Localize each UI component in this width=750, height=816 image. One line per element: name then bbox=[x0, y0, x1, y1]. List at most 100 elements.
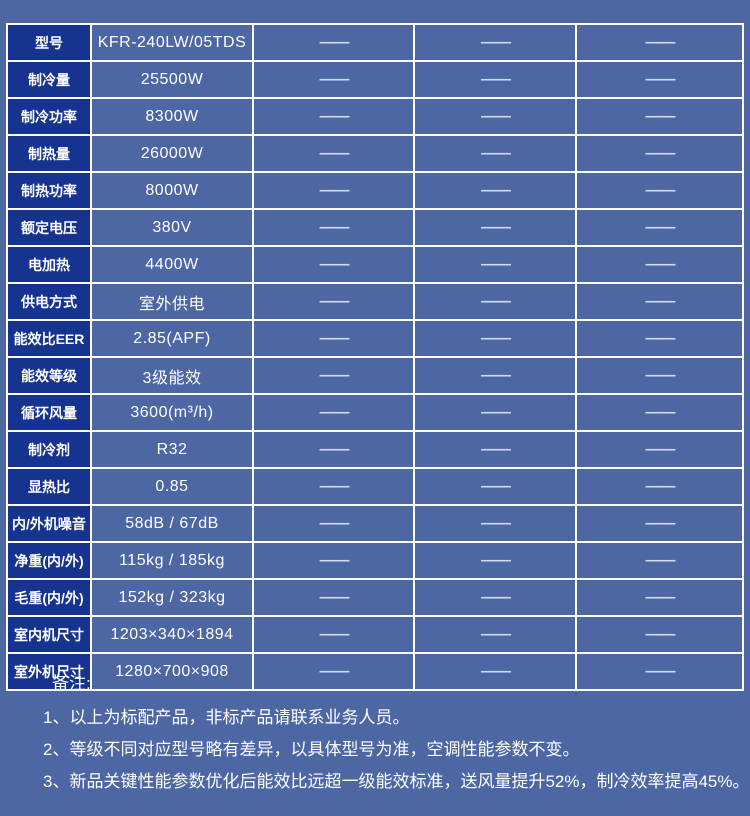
dash-placeholder: —— bbox=[645, 514, 676, 532]
spec-label: 制冷剂 bbox=[6, 430, 92, 469]
empty-spec-cell: —— bbox=[575, 171, 744, 210]
dash-placeholder: —— bbox=[319, 366, 350, 384]
dash-placeholder: —— bbox=[645, 144, 676, 162]
empty-spec-cell: —— bbox=[413, 134, 577, 173]
empty-spec-cell: —— bbox=[413, 97, 577, 136]
empty-spec-cell: —— bbox=[413, 504, 577, 543]
spec-table-body: 型号 KFR-240LW/05TDS —— —— —— 制冷量 25500W —— —— —— 制冷… bbox=[6, 23, 744, 691]
dash-placeholder: —— bbox=[645, 255, 676, 273]
table-row: 能效等级 3级能效 —— —— —— bbox=[6, 356, 744, 395]
spec-value: 2.85(APF) bbox=[90, 319, 254, 358]
spec-label: 内/外机噪音 bbox=[6, 504, 92, 543]
table-row: 供电方式 室外供电 —— —— —— bbox=[6, 282, 744, 321]
dash-placeholder: —— bbox=[481, 514, 511, 532]
dash-placeholder: —— bbox=[645, 218, 676, 236]
dash-placeholder: —— bbox=[481, 292, 511, 310]
dash-placeholder: —— bbox=[481, 255, 511, 273]
dash-placeholder: —— bbox=[645, 403, 676, 421]
dash-placeholder: —— bbox=[319, 255, 350, 273]
spec-label: 显热比 bbox=[6, 467, 92, 506]
dash-placeholder: —— bbox=[481, 625, 511, 643]
spec-value: 室外供电 bbox=[90, 282, 254, 321]
dash-placeholder: —— bbox=[481, 403, 511, 421]
dash-placeholder: —— bbox=[645, 366, 676, 384]
dash-placeholder: —— bbox=[319, 218, 350, 236]
spec-label: 能效等级 bbox=[6, 356, 92, 395]
spec-value: 115kg / 185kg bbox=[90, 541, 254, 580]
dash-placeholder: —— bbox=[645, 70, 676, 88]
table-row: 显热比 0.85 —— —— —— bbox=[6, 467, 744, 506]
empty-spec-cell: —— bbox=[413, 541, 577, 580]
spec-value: 0.85 bbox=[90, 467, 254, 506]
empty-spec-cell: —— bbox=[252, 393, 415, 432]
empty-spec-cell: —— bbox=[413, 319, 577, 358]
notes-title: 备注: bbox=[52, 674, 91, 693]
dash-placeholder: —— bbox=[481, 70, 511, 88]
dash-placeholder: —— bbox=[319, 403, 350, 421]
empty-spec-cell: —— bbox=[575, 356, 744, 395]
dash-placeholder: —— bbox=[319, 33, 350, 51]
empty-spec-cell: —— bbox=[413, 356, 577, 395]
empty-spec-cell: —— bbox=[252, 282, 415, 321]
table-row: 电加热 4400W —— —— —— bbox=[6, 245, 744, 284]
dash-placeholder: —— bbox=[319, 292, 350, 310]
dash-placeholder: —— bbox=[481, 477, 511, 495]
spec-label: 制热量 bbox=[6, 134, 92, 173]
spec-value: 1203×340×1894 bbox=[90, 615, 254, 654]
empty-spec-cell: —— bbox=[252, 319, 415, 358]
spec-table: 型号 KFR-240LW/05TDS —— —— —— 制冷量 25500W —— —— —— 制冷… bbox=[6, 23, 744, 691]
dash-placeholder: —— bbox=[481, 588, 511, 606]
empty-spec-cell: —— bbox=[252, 245, 415, 284]
empty-spec-cell: —— bbox=[252, 356, 415, 395]
dash-placeholder: —— bbox=[319, 70, 350, 88]
empty-spec-cell: —— bbox=[575, 97, 744, 136]
note-item: 3、新品关键性能参数优化后能效比远超一级能效标准，送风量提升52%，制冷效率提高… bbox=[43, 772, 750, 791]
empty-spec-cell: —— bbox=[413, 60, 577, 99]
table-row: 制热功率 8000W —— —— —— bbox=[6, 171, 744, 210]
table-row: 制冷功率 8300W —— —— —— bbox=[6, 97, 744, 136]
spec-value: 58dB / 67dB bbox=[90, 504, 254, 543]
dash-placeholder: —— bbox=[481, 366, 511, 384]
dash-placeholder: —— bbox=[645, 329, 676, 347]
empty-spec-cell: —— bbox=[252, 430, 415, 469]
table-row: 制冷量 25500W —— —— —— bbox=[6, 60, 744, 99]
empty-spec-cell: —— bbox=[575, 245, 744, 284]
empty-spec-cell: —— bbox=[252, 208, 415, 247]
dash-placeholder: —— bbox=[481, 107, 511, 125]
table-row: 室内机尺寸 1203×340×1894 —— —— —— bbox=[6, 615, 744, 654]
empty-spec-cell: —— bbox=[413, 578, 577, 617]
spec-label: 额定电压 bbox=[6, 208, 92, 247]
dash-placeholder: —— bbox=[645, 440, 676, 458]
note-item: 2、等级不同对应型号略有差异，以具体型号为准，空调性能参数不变。 bbox=[43, 740, 580, 759]
dash-placeholder: —— bbox=[645, 551, 676, 569]
empty-spec-cell: —— bbox=[252, 171, 415, 210]
empty-spec-cell: —— bbox=[575, 467, 744, 506]
empty-spec-cell: —— bbox=[575, 615, 744, 654]
spec-label: 毛重(内/外) bbox=[6, 578, 92, 617]
spec-label: 室内机尺寸 bbox=[6, 615, 92, 654]
empty-spec-cell: —— bbox=[413, 430, 577, 469]
empty-spec-cell: —— bbox=[413, 393, 577, 432]
empty-spec-cell: —— bbox=[575, 319, 744, 358]
spec-label: 供电方式 bbox=[6, 282, 92, 321]
dash-placeholder: —— bbox=[319, 181, 350, 199]
dash-placeholder: —— bbox=[319, 144, 350, 162]
spec-label: 制冷量 bbox=[6, 60, 92, 99]
empty-spec-cell: —— bbox=[575, 652, 744, 691]
table-row: 室外机尺寸 1280×700×908 —— —— —— bbox=[6, 652, 744, 691]
dash-placeholder: —— bbox=[481, 33, 511, 51]
spec-label: 制冷功率 bbox=[6, 97, 92, 136]
dash-placeholder: —— bbox=[319, 329, 350, 347]
empty-spec-cell: —— bbox=[575, 23, 744, 62]
dash-placeholder: —— bbox=[319, 588, 350, 606]
empty-spec-cell: —— bbox=[413, 23, 577, 62]
notes-list: 1、以上为标配产品，非标产品请联系业务人员。 2、等级不同对应型号略有差异，以具体… bbox=[43, 708, 750, 791]
empty-spec-cell: —— bbox=[252, 504, 415, 543]
dash-placeholder: —— bbox=[481, 181, 511, 199]
empty-spec-cell: —— bbox=[413, 208, 577, 247]
empty-spec-cell: —— bbox=[413, 282, 577, 321]
spec-value: 152kg / 323kg bbox=[90, 578, 254, 617]
dash-placeholder: —— bbox=[481, 329, 511, 347]
spec-value: 3600(m³/h) bbox=[90, 393, 254, 432]
empty-spec-cell: —— bbox=[575, 430, 744, 469]
